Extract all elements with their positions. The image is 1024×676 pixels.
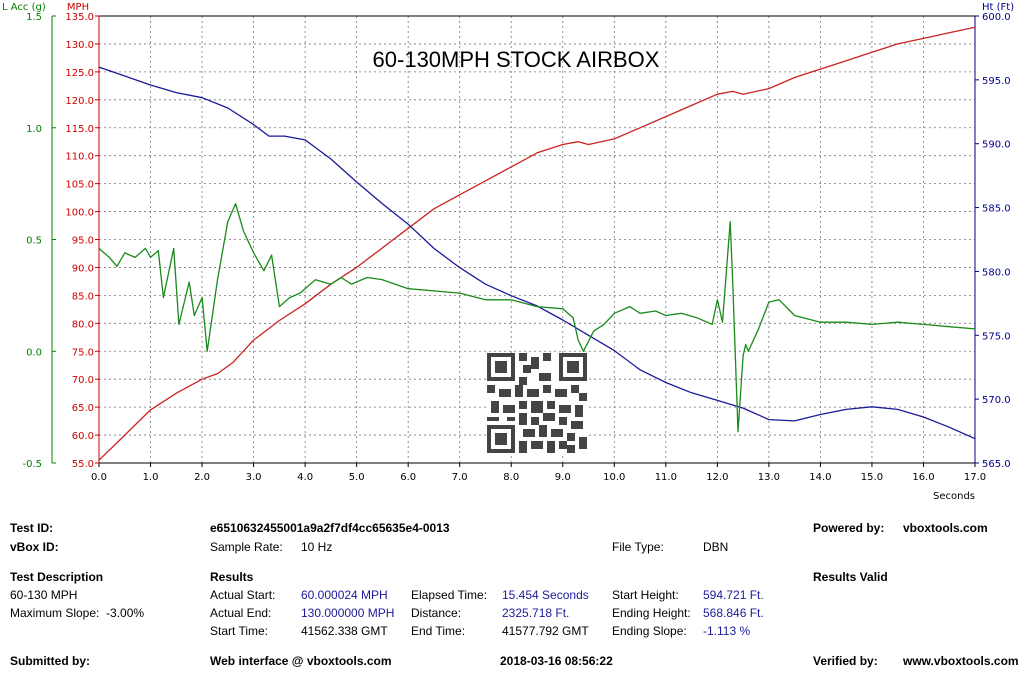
x-tick-label: 17.0 bbox=[964, 472, 986, 483]
max-slope: Maximum Slope: -3.00% bbox=[10, 606, 145, 620]
results-valid: Results Valid bbox=[813, 570, 888, 584]
ending-height-label: Ending Height: bbox=[612, 606, 691, 620]
lacc-tick-label: 1.5 bbox=[26, 12, 42, 23]
verified-by-value[interactable]: www.vboxtools.com bbox=[903, 654, 1019, 668]
mph-tick-label: 110.0 bbox=[65, 152, 94, 163]
ending-slope-value: -1.113 % bbox=[703, 624, 751, 638]
test-description-label: Test Description bbox=[10, 570, 104, 584]
file-type-label: File Type: bbox=[612, 540, 664, 554]
ht-tick-label: 580.0 bbox=[982, 267, 1011, 278]
mph-tick-label: 100.0 bbox=[65, 208, 94, 219]
x-axis-label: Seconds bbox=[933, 491, 975, 500]
mph-tick-label: 60.0 bbox=[72, 431, 94, 442]
elapsed-time-label: Elapsed Time: bbox=[411, 588, 488, 602]
chart-grid bbox=[99, 16, 975, 463]
file-type-value: DBN bbox=[703, 540, 729, 554]
ht-tick-label: 570.0 bbox=[982, 395, 1011, 406]
mph-tick-label: 55.0 bbox=[72, 459, 94, 470]
x-tick-label: 13.0 bbox=[758, 472, 780, 483]
chart-series bbox=[98, 26, 976, 461]
report-timestamp: 2018-03-16 08:56:22 bbox=[500, 654, 613, 668]
lacc-tick-label: -0.5 bbox=[22, 459, 42, 470]
x-tick-label: 10.0 bbox=[603, 472, 625, 483]
ht-series-line bbox=[98, 66, 976, 440]
end-time-label: End Time: bbox=[411, 624, 466, 638]
lacc-tick-label: 1.0 bbox=[26, 124, 42, 135]
mph-tick-label: 105.0 bbox=[65, 180, 94, 191]
ht-tick-label: 565.0 bbox=[982, 459, 1011, 470]
x-tick-label: 15.0 bbox=[861, 472, 883, 483]
actual-end-value: 130.000000 MPH bbox=[301, 606, 395, 620]
elapsed-time-value: 15.454 Seconds bbox=[502, 588, 589, 602]
mph-tick-label: 90.0 bbox=[72, 263, 94, 274]
powered-by-value[interactable]: vboxtools.com bbox=[903, 521, 988, 535]
x-tick-label: 16.0 bbox=[912, 472, 934, 483]
sample-rate-value: 10 Hz bbox=[301, 540, 333, 554]
actual-end-label: Actual End: bbox=[210, 606, 272, 620]
x-tick-label: 0.0 bbox=[91, 472, 107, 483]
submitted-by-label: Submitted by: bbox=[10, 654, 90, 668]
ht-tick-label: 595.0 bbox=[982, 76, 1011, 87]
distance-label: Distance: bbox=[411, 606, 462, 620]
actual-start-value: 60.000024 MPH bbox=[301, 588, 388, 602]
mph-tick-label: 80.0 bbox=[72, 319, 94, 330]
x-tick-label: 5.0 bbox=[349, 472, 365, 483]
web-interface-link[interactable]: Web interface @ vboxtools.com bbox=[210, 654, 392, 668]
x-tick-label: 14.0 bbox=[809, 472, 831, 483]
distance-value: 2325.718 Ft. bbox=[502, 606, 570, 620]
lacc-tick-label: 0.5 bbox=[26, 236, 42, 247]
mph-tick-label: 120.0 bbox=[65, 96, 94, 107]
mph-tick-label: 115.0 bbox=[65, 124, 94, 135]
test-description-value: 60-130 MPH bbox=[10, 588, 78, 602]
x-tick-label: 3.0 bbox=[246, 472, 262, 483]
test-id-value: e6510632455001a9a2f7df4cc65635e4-0013 bbox=[210, 521, 450, 535]
ending-height-value: 568.846 Ft. bbox=[703, 606, 764, 620]
mph-tick-label: 130.0 bbox=[65, 40, 94, 51]
vbox-id-label: vBox ID: bbox=[10, 540, 59, 554]
x-tick-label: 7.0 bbox=[452, 472, 468, 483]
verified-by-label: Verified by: bbox=[813, 654, 878, 668]
mph-axis-label: MPH bbox=[67, 2, 89, 13]
results-label: Results bbox=[210, 570, 254, 584]
mph-series-line bbox=[98, 26, 976, 461]
end-time-value: 41577.792 GMT bbox=[502, 624, 589, 638]
mph-tick-label: 70.0 bbox=[72, 375, 94, 386]
ht-tick-label: 575.0 bbox=[982, 331, 1011, 342]
x-tick-label: 8.0 bbox=[503, 472, 519, 483]
x-tick-label: 2.0 bbox=[194, 472, 210, 483]
mph-tick-label: 125.0 bbox=[65, 68, 94, 79]
chart-title: 60-130MPH STOCK AIRBOX bbox=[373, 47, 660, 72]
mph-tick-label: 85.0 bbox=[72, 291, 94, 302]
actual-start-label: Actual Start: bbox=[210, 588, 276, 602]
mph-tick-label: 65.0 bbox=[72, 403, 94, 414]
mph-tick-label: 135.0 bbox=[65, 12, 94, 23]
powered-by-label: Powered by: bbox=[813, 521, 885, 535]
lacc-tick-label: 0.0 bbox=[26, 347, 42, 358]
ending-slope-label: Ending Slope: bbox=[612, 624, 687, 638]
x-tick-label: 1.0 bbox=[143, 472, 159, 483]
test-id-label: Test ID: bbox=[10, 521, 54, 535]
mph-tick-label: 75.0 bbox=[72, 347, 94, 358]
ht-axis-label: Ht (Ft) bbox=[982, 2, 1014, 13]
x-tick-label: 4.0 bbox=[297, 472, 313, 483]
chart: 0.0 1.0 2.0 3.0 4.0 5.0 6.0 7.0 8.0 9.0 10.0 11.0 12… bbox=[2, 2, 1014, 500]
qr-code-icon bbox=[487, 353, 587, 453]
start-time-value: 41562.338 GMT bbox=[301, 624, 388, 638]
mph-tick-label: 95.0 bbox=[72, 236, 94, 247]
ht-tick-label: 600.0 bbox=[982, 12, 1011, 23]
ht-tick-label: 590.0 bbox=[982, 140, 1011, 151]
ht-tick-label: 585.0 bbox=[982, 204, 1011, 215]
x-tick-label: 11.0 bbox=[655, 472, 677, 483]
x-tick-label: 6.0 bbox=[400, 472, 416, 483]
start-height-value: 594.721 Ft. bbox=[703, 588, 764, 602]
x-tick-label: 9.0 bbox=[555, 472, 571, 483]
lacc-axis-label: L Acc (g) bbox=[2, 2, 46, 13]
start-height-label: Start Height: bbox=[612, 588, 679, 602]
x-tick-label: 12.0 bbox=[706, 472, 728, 483]
chart-axes: 0.0 1.0 2.0 3.0 4.0 5.0 6.0 7.0 8.0 9.0 10.0 11.0 12… bbox=[2, 2, 1014, 483]
start-time-label: Start Time: bbox=[210, 624, 269, 638]
lacc-series-line bbox=[98, 203, 976, 433]
sample-rate-label: Sample Rate: bbox=[210, 540, 283, 554]
